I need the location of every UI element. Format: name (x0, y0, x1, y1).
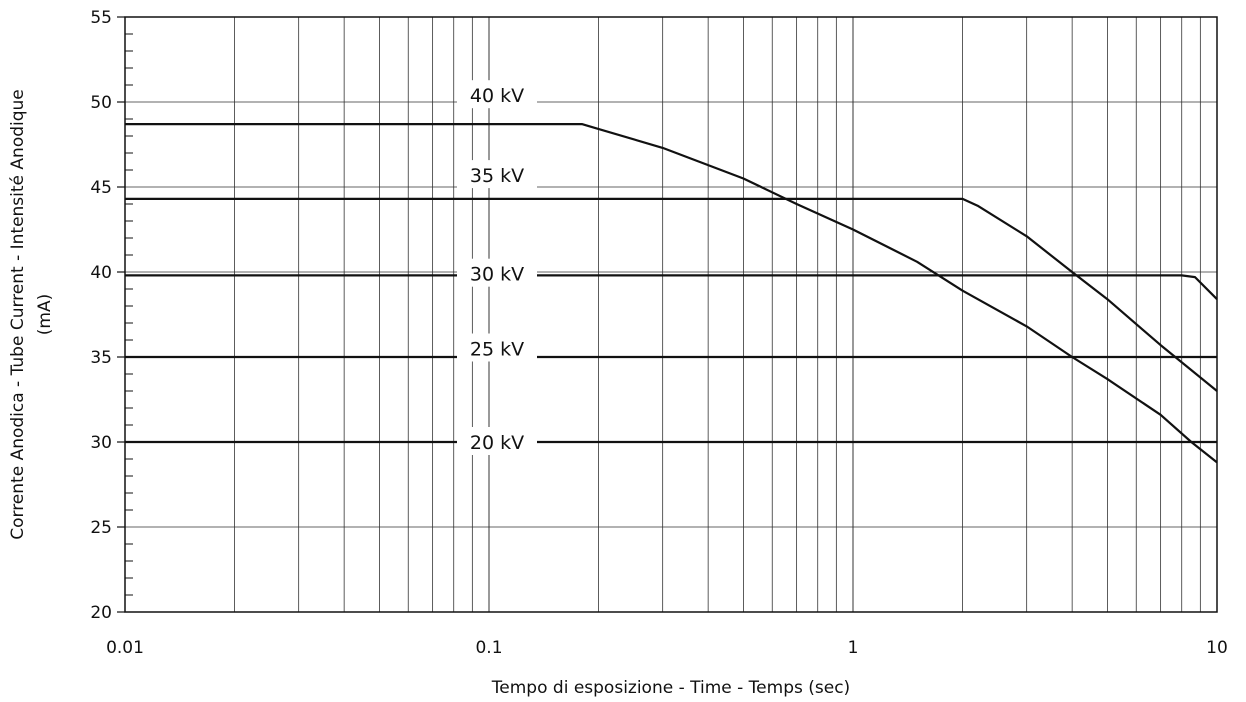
x-tick-label: 0.01 (106, 638, 144, 658)
axis-tick-marks (117, 16, 133, 613)
y-tick-label: 30 (90, 433, 112, 453)
y-tick-label: 40 (90, 263, 112, 283)
y-tick-label: 55 (90, 8, 112, 28)
series-lines (125, 122, 1218, 464)
y-tick-label: 35 (90, 348, 112, 368)
x-tick-label: 0.1 (475, 638, 502, 658)
y-tick-label: 45 (90, 178, 112, 198)
series-line (125, 274, 1218, 300)
series-label: 30 kV (470, 264, 524, 286)
series-label: 20 kV (470, 432, 524, 454)
series-label: 25 kV (470, 339, 524, 361)
x-tick-label: 1 (848, 638, 859, 658)
series-label-background (457, 333, 537, 362)
x-tick-labels: 0.01 0.1 1 10 (106, 638, 1228, 658)
x-tick-label: 10 (1206, 638, 1228, 658)
series-label-background (457, 160, 537, 189)
series-label: 35 kV (470, 165, 524, 187)
minor-gridlines (234, 17, 1201, 612)
y-tick-label: 20 (90, 603, 112, 623)
y-tick-label: 50 (90, 93, 112, 113)
series-line (125, 197, 1218, 392)
y-axis-title-unit: (mA) (35, 294, 55, 335)
y-tick-label: 25 (90, 518, 112, 538)
series-label-background (457, 258, 537, 287)
series-labels: 40 kV 35 kV 30 kV 25 kV 20 kV (457, 80, 537, 455)
series-label-background (457, 427, 537, 455)
y-tick-labels: 20 25 30 35 40 45 50 55 (90, 8, 112, 623)
x-axis-title: Tempo di esposizione - Time - Temps (sec… (491, 678, 850, 698)
series-label: 40 kV (470, 85, 524, 107)
y-axis-title: Corrente Anodica - Tube Current - Intens… (8, 89, 28, 540)
series-label-background (457, 80, 537, 109)
major-gridlines (124, 16, 1218, 613)
series-line (125, 122, 1218, 464)
plot-frame (124, 16, 1218, 613)
